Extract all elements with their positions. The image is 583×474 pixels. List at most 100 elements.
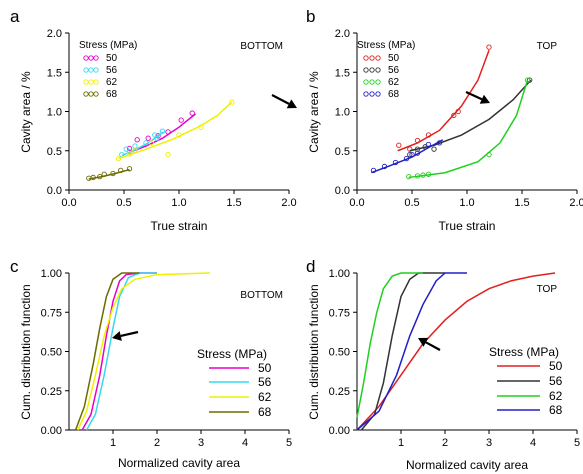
y-tick-label: 0.0 xyxy=(47,185,62,197)
x-tick-label: 1.5 xyxy=(514,197,529,209)
y-tick-label: 1.0 xyxy=(47,107,62,119)
x-tick-label: 3 xyxy=(198,437,204,449)
annotation-arrow-head xyxy=(112,331,122,341)
x-tick-label: 1 xyxy=(398,437,404,449)
data-point-56 xyxy=(152,132,158,138)
data-point-68 xyxy=(110,170,116,177)
data-point-50 xyxy=(126,145,133,152)
legend-marker-62 xyxy=(369,79,375,85)
y-tick-label: 1.5 xyxy=(335,67,350,79)
annotation-arrow-shaft xyxy=(120,330,139,338)
legend-marker-62 xyxy=(375,79,381,85)
x-tick-label: 0.0 xyxy=(349,197,364,209)
y-axis-label: Cavity area / % xyxy=(307,71,321,153)
corner-label: BOTTOM xyxy=(240,290,283,301)
annotation-arrow-shaft xyxy=(271,94,290,105)
data-point-62 xyxy=(115,155,122,162)
legend-marker-68 xyxy=(83,91,89,97)
y-tick-label: 1.0 xyxy=(335,107,350,119)
x-tick-label: 1.0 xyxy=(459,197,474,209)
data-point-68 xyxy=(126,166,133,172)
panel-letter: c xyxy=(10,257,19,276)
legend-marker-56 xyxy=(363,67,369,73)
data-point-62 xyxy=(148,140,155,146)
legend-marker-68 xyxy=(375,91,381,97)
data-point-50 xyxy=(425,132,432,138)
legend-label-56: 56 xyxy=(388,65,400,76)
x-tick-label: 5 xyxy=(574,437,580,449)
x-tick-label: 2 xyxy=(442,437,448,449)
legend-marker-56 xyxy=(83,67,89,73)
legend-label-50: 50 xyxy=(258,361,272,375)
data-point-62 xyxy=(524,77,531,83)
corner-label: TOP xyxy=(537,284,558,295)
data-point-50 xyxy=(189,110,195,116)
cdf-line-62 xyxy=(356,272,423,418)
data-point-50 xyxy=(455,108,461,115)
x-tick-label: 2.0 xyxy=(569,197,583,209)
legend-label-68: 68 xyxy=(388,89,400,100)
cdf-line-68 xyxy=(356,272,467,431)
legend-label-56: 56 xyxy=(549,374,563,388)
data-point-62 xyxy=(406,174,412,180)
data-point-62 xyxy=(198,124,204,130)
data-point-56 xyxy=(159,128,166,134)
data-point-68 xyxy=(403,155,410,162)
corner-label: BOTTOM xyxy=(240,41,283,52)
fit-line-50 xyxy=(397,50,490,152)
y-tick-label: 0.75 xyxy=(41,307,62,319)
legend-marker-56 xyxy=(369,67,375,73)
x-tick-label: 3 xyxy=(486,437,492,449)
legend-label-62: 62 xyxy=(258,390,272,404)
legend-marker-50 xyxy=(93,55,99,61)
y-tick-label: 0.5 xyxy=(47,146,62,158)
legend-title: Stress (MPa) xyxy=(357,40,415,51)
y-axis-label: Cum. distribution function xyxy=(307,284,321,419)
y-tick-label: 0.25 xyxy=(329,386,350,398)
data-point-50 xyxy=(486,44,492,50)
data-point-62 xyxy=(420,172,426,178)
data-point-62 xyxy=(132,148,138,154)
data-point-62 xyxy=(414,173,421,179)
y-tick-label: 2.0 xyxy=(47,28,62,40)
legend-title: Stress (MPa) xyxy=(489,345,559,359)
y-tick-label: 1.00 xyxy=(329,268,350,280)
y-tick-label: 0.50 xyxy=(41,347,62,359)
annotation-arrow-shaft xyxy=(425,341,441,351)
legend-label-50: 50 xyxy=(388,53,400,64)
y-tick-label: 0.00 xyxy=(41,425,62,437)
cdf-line-56 xyxy=(85,272,157,431)
annotation-arrow-head xyxy=(418,337,429,347)
annotation-arrow-head xyxy=(286,99,297,109)
legend-label-62: 62 xyxy=(388,77,400,88)
legend-marker-68 xyxy=(363,91,369,97)
y-axis-label: Cavity area / % xyxy=(19,71,33,153)
data-point-68 xyxy=(381,163,388,170)
y-tick-label: 0.25 xyxy=(41,386,62,398)
annotation-arrow-shaft xyxy=(465,91,483,101)
legend-label-56: 56 xyxy=(106,65,118,76)
data-point-50 xyxy=(178,117,184,123)
data-point-68 xyxy=(414,150,421,156)
y-tick-label: 0.50 xyxy=(329,347,350,359)
legend-label-68: 68 xyxy=(106,89,118,100)
panel-letter: d xyxy=(306,257,315,276)
legend-marker-50 xyxy=(363,55,369,61)
legend-marker-68 xyxy=(93,91,99,97)
data-point-56 xyxy=(132,143,138,149)
legend-marker-62 xyxy=(83,79,89,85)
data-point-62 xyxy=(126,151,133,157)
data-point-68 xyxy=(409,152,415,158)
legend-marker-50 xyxy=(369,55,375,61)
cdf-line-68 xyxy=(74,272,140,431)
data-point-68 xyxy=(90,174,96,181)
legend-marker-68 xyxy=(369,91,375,97)
data-point-62 xyxy=(425,171,432,177)
data-point-56 xyxy=(143,140,149,146)
data-point-56 xyxy=(407,152,413,158)
y-axis-label: Cum. distribution function xyxy=(19,284,33,419)
y-tick-label: 1.00 xyxy=(41,268,62,280)
data-point-62 xyxy=(486,152,492,158)
data-point-50 xyxy=(134,137,140,143)
